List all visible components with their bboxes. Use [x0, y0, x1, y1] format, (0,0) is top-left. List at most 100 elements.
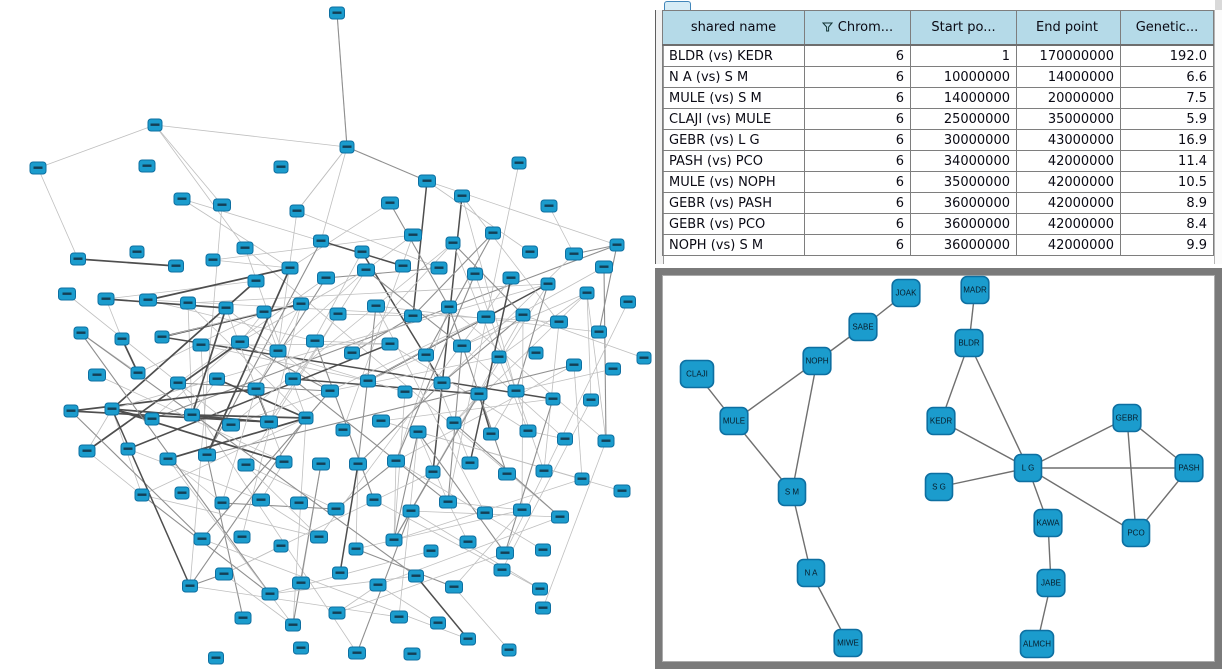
table-scrollbar[interactable]	[1214, 10, 1222, 264]
network-node-SABE[interactable]: SABE	[848, 312, 878, 342]
column-header-end-point[interactable]: End point	[1016, 10, 1121, 46]
network-node[interactable]	[208, 651, 224, 665]
network-node[interactable]	[430, 261, 448, 275]
network-node[interactable]	[285, 618, 301, 632]
network-node[interactable]	[636, 351, 652, 365]
column-header-shared-name[interactable]: shared name	[662, 10, 805, 46]
network-node[interactable]	[354, 245, 370, 259]
network-node[interactable]	[313, 234, 329, 248]
network-node[interactable]	[293, 297, 309, 311]
network-node[interactable]	[104, 402, 120, 416]
network-node[interactable]	[591, 325, 607, 339]
network-node[interactable]	[222, 418, 240, 432]
network-node[interactable]	[292, 576, 310, 590]
network-node[interactable]	[293, 641, 309, 655]
network-node[interactable]	[63, 404, 79, 418]
table-row[interactable]: MULE (vs) S M 6 14000000 20000000 7.5	[662, 87, 1214, 109]
network-node[interactable]	[73, 326, 89, 340]
network-node[interactable]	[134, 488, 150, 502]
network-node[interactable]	[168, 259, 184, 273]
network-node-BLDR[interactable]: BLDR	[954, 328, 984, 358]
network-node[interactable]	[360, 374, 376, 388]
main-network-canvas[interactable]	[0, 0, 655, 669]
network-node-KAWA[interactable]: KAWA	[1033, 508, 1063, 538]
table-row[interactable]: NOPH (vs) S M 6 36000000 42000000 9.9	[662, 234, 1214, 256]
network-node[interactable]	[78, 444, 96, 458]
network-node[interactable]	[496, 546, 514, 560]
network-node[interactable]	[329, 6, 345, 20]
network-node[interactable]	[339, 140, 355, 154]
network-node[interactable]	[159, 452, 177, 466]
subnetwork-canvas[interactable]: JOAK MADR SABE BLDR NOPH CLAJI GEBR MULE KEDR PAS…	[662, 275, 1215, 662]
network-node[interactable]	[209, 372, 225, 386]
network-node[interactable]	[397, 385, 413, 399]
network-node[interactable]	[214, 496, 230, 510]
network-node[interactable]	[595, 260, 613, 274]
network-edge-BLDR-L G[interactable]	[968, 342, 1029, 469]
network-node[interactable]	[467, 267, 483, 281]
network-node[interactable]	[367, 299, 385, 313]
network-node[interactable]	[233, 530, 251, 544]
network-node[interactable]	[418, 174, 436, 188]
network-node[interactable]	[306, 334, 324, 348]
network-node[interactable]	[528, 346, 544, 360]
network-node[interactable]	[349, 457, 367, 471]
network-node[interactable]	[540, 277, 556, 291]
network-node[interactable]	[327, 502, 345, 516]
network-node-NOPH[interactable]: NOPH	[802, 346, 832, 376]
network-node-N A[interactable]: N A	[796, 558, 826, 588]
network-node[interactable]	[470, 387, 488, 401]
network-node[interactable]	[348, 542, 364, 556]
network-node[interactable]	[328, 606, 346, 620]
network-node[interactable]	[387, 454, 405, 468]
network-node[interactable]	[357, 263, 375, 277]
table-row[interactable]: N A (vs) S M 6 10000000 14000000 6.6	[662, 66, 1214, 88]
network-node-JOAK[interactable]: JOAK	[891, 278, 921, 308]
network-node[interactable]	[170, 376, 186, 390]
network-node[interactable]	[540, 199, 558, 213]
network-node[interactable]	[385, 533, 403, 547]
network-node[interactable]	[565, 247, 583, 261]
network-node-KEDR[interactable]: KEDR	[926, 406, 956, 436]
network-node[interactable]	[234, 611, 252, 625]
network-node[interactable]	[519, 424, 537, 438]
network-node[interactable]	[491, 350, 507, 364]
table-row[interactable]: GEBR (vs) PASH 6 36000000 42000000 8.9	[662, 192, 1214, 214]
network-node[interactable]	[252, 493, 270, 507]
network-node[interactable]	[381, 337, 399, 351]
column-header-chromosome[interactable]: Chrom...	[804, 10, 911, 46]
network-node[interactable]	[332, 566, 348, 580]
network-node[interactable]	[459, 535, 477, 549]
network-node-MADR[interactable]: MADR	[960, 275, 990, 305]
network-node[interactable]	[29, 161, 47, 175]
network-node[interactable]	[335, 423, 351, 437]
network-node[interactable]	[273, 539, 289, 553]
table-row[interactable]: GEBR (vs) PCO 6 36000000 42000000 8.4	[662, 213, 1214, 235]
network-node[interactable]	[147, 118, 163, 132]
main-network-panel[interactable]	[0, 0, 655, 669]
network-node[interactable]	[511, 156, 527, 170]
network-node-JABE[interactable]: JABE	[1036, 568, 1066, 598]
network-node[interactable]	[273, 160, 289, 174]
network-node[interactable]	[535, 464, 553, 478]
network-node[interactable]	[507, 384, 525, 398]
network-node[interactable]	[532, 582, 548, 596]
network-node[interactable]	[205, 253, 221, 267]
table-row[interactable]: GEBR (vs) L G 6 30000000 43000000 16.9	[662, 129, 1214, 151]
network-node[interactable]	[372, 414, 390, 428]
network-node[interactable]	[236, 241, 254, 255]
network-node[interactable]	[237, 458, 255, 472]
network-node[interactable]	[97, 292, 115, 306]
network-node[interactable]	[402, 504, 420, 518]
network-node[interactable]	[58, 287, 76, 301]
network-node[interactable]	[574, 472, 590, 486]
network-node[interactable]	[174, 486, 190, 500]
network-node[interactable]	[114, 332, 130, 346]
network-node[interactable]	[215, 567, 233, 581]
network-node[interactable]	[193, 532, 211, 546]
network-node[interactable]	[513, 503, 531, 517]
network-node[interactable]	[182, 579, 198, 593]
network-node[interactable]	[138, 159, 156, 173]
network-node[interactable]	[348, 646, 366, 660]
network-node[interactable]	[454, 189, 470, 203]
